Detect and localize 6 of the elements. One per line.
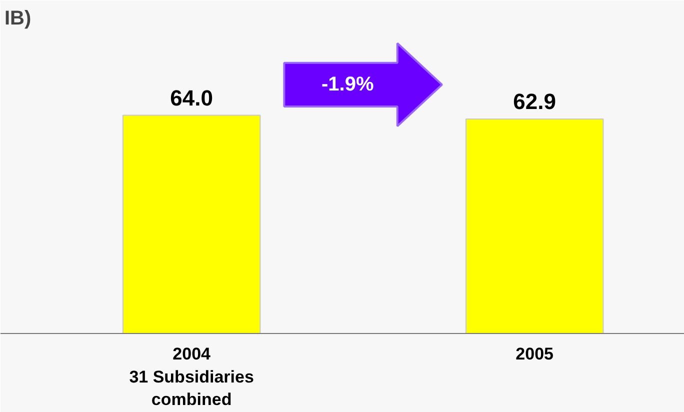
x-tick-label: 2004 31 Subsidiaries combined bbox=[129, 344, 254, 410]
text: -1.9% bbox=[322, 74, 374, 96]
x-tick-label: 2005 bbox=[516, 344, 554, 364]
data-label: 64.0 bbox=[170, 85, 213, 110]
data-label: 62.9 bbox=[513, 89, 556, 114]
chart-title: IB) bbox=[4, 8, 32, 30]
